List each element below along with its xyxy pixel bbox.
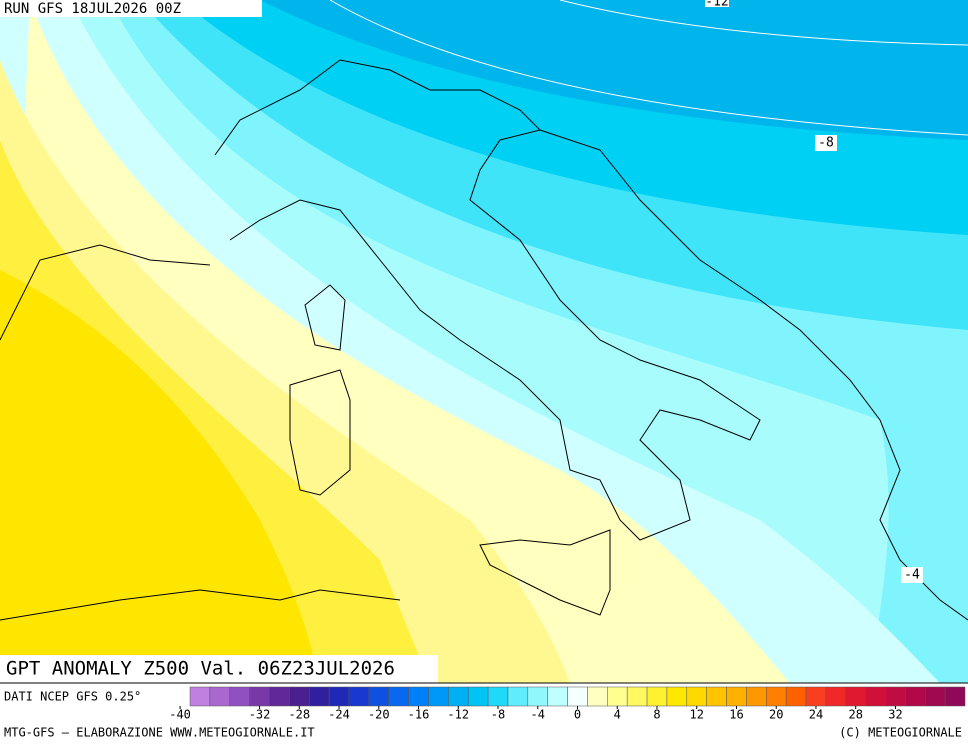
contour-label: -8: [818, 136, 834, 151]
tick-label: 8: [653, 708, 660, 722]
tick-label: -32: [249, 708, 271, 722]
color-box: [805, 686, 827, 707]
color-box: [308, 686, 330, 707]
tick-label: 24: [809, 708, 823, 722]
color-box: [666, 686, 688, 707]
contour-label: -12: [705, 0, 728, 10]
color-box: [726, 686, 747, 707]
color-box: [289, 686, 310, 707]
color-box: [706, 686, 727, 707]
contour: [329, 0, 968, 136]
label-box: [705, 0, 729, 7]
tick-label: 0: [574, 708, 581, 722]
color-box: [368, 686, 389, 707]
color-box: [567, 686, 588, 707]
tick-label: -20: [368, 708, 390, 722]
color-box: [646, 686, 668, 707]
color-box: [547, 686, 568, 707]
color-box: [527, 686, 548, 707]
color-box: [825, 686, 847, 707]
header-box: [0, 0, 262, 17]
source-label: DATI NCEP GFS 0.25°: [4, 690, 141, 704]
color-box: [865, 686, 886, 707]
color-box: [507, 686, 529, 707]
color-box: [587, 686, 608, 707]
tick-label: -12: [447, 708, 469, 722]
band: [0, 270, 320, 683]
color-box: [229, 686, 250, 707]
color-box: [885, 686, 906, 707]
tick-label: 32: [888, 708, 902, 722]
label-box: [901, 567, 923, 583]
colorbar: -40 -32 -28 -24 -20 -16 -12 -8 -4 0 4 8 12 16 20 24 28 32…: [169, 686, 968, 722]
run-label: RUN GFS 18JUL2026 00Z: [4, 1, 181, 17]
color-box: [269, 686, 290, 707]
tick-label: 28: [848, 708, 862, 722]
tick-label: 20: [769, 708, 783, 722]
color-box: [408, 686, 429, 707]
color-box: [905, 686, 926, 707]
map-title: GPT ANOMALY Z500 Val. 06Z23JUL2026: [6, 658, 395, 680]
coastline: [0, 59, 968, 621]
anomaly-map: -12 -8 -4: [0, 0, 968, 683]
color-box: [626, 686, 648, 707]
color-box: [348, 686, 370, 707]
title-box: [0, 655, 438, 683]
color-box: [944, 686, 966, 707]
tick-label: -28: [288, 708, 310, 722]
color-box: [845, 686, 866, 707]
tick-label: -40: [169, 708, 191, 722]
color-box: [766, 686, 787, 707]
tick-label: -8: [491, 708, 505, 722]
color-box: [467, 686, 489, 707]
color-box: [448, 686, 469, 707]
color-box: [487, 686, 509, 707]
footer-left: MTG-GFS — ELABORAZIONE WWW.METEOGIORNALE…: [4, 726, 315, 740]
color-box: [607, 686, 628, 707]
tick-label: -16: [408, 708, 430, 722]
color-box: [388, 686, 409, 707]
contour-label: -4: [904, 568, 920, 583]
tick-label: -24: [328, 708, 350, 722]
color-box: [428, 686, 449, 707]
tick-label: 4: [614, 708, 621, 722]
color-box: [249, 686, 270, 707]
contour: [559, 0, 968, 46]
color-box: [686, 686, 707, 707]
color-box: [746, 686, 767, 707]
color-box: [925, 686, 946, 707]
color-box: [785, 686, 807, 707]
footer-right: (C) METEOGIORNALE: [839, 726, 962, 740]
color-box: [209, 686, 230, 707]
color-box: [328, 686, 350, 707]
tick-label: -4: [531, 708, 545, 722]
label-box: [815, 135, 837, 151]
color-box: [189, 686, 211, 707]
tick-label: 12: [690, 708, 704, 722]
tick-label: 16: [729, 708, 743, 722]
